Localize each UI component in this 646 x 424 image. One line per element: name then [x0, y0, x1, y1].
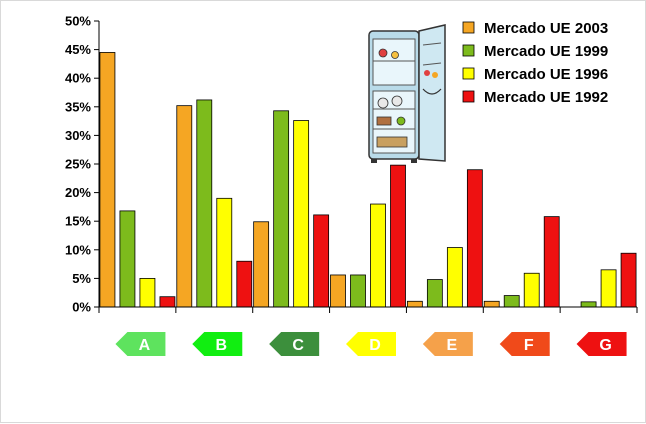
class-f-arrow: [499, 332, 550, 356]
bar-b-4: [236, 260, 253, 308]
bar-c-1: [253, 221, 270, 308]
legend-label: Mercado UE 1999: [484, 43, 608, 60]
class-b-arrow: [192, 332, 243, 356]
bar-e-1: [406, 300, 423, 308]
x-category-label: F: [524, 337, 534, 354]
bar-c-4: [313, 214, 330, 308]
bar-d-2: [350, 274, 366, 308]
legend-swatch: [462, 44, 475, 57]
bar-a-3: [139, 277, 156, 308]
bar-f-4: [543, 216, 560, 308]
bar-d-3: [370, 203, 386, 308]
legend-label: Mercado UE 2003: [484, 20, 608, 37]
y-tick-label: 50%: [65, 14, 91, 29]
bar-a-4: [159, 296, 176, 308]
bars: [99, 52, 637, 308]
x-category-label: B: [216, 337, 228, 354]
class-g-arrow: [576, 332, 627, 356]
y-tick-label: 20%: [65, 185, 91, 200]
bar-g-4: [620, 252, 637, 308]
legend-swatch: [462, 67, 475, 80]
bar-a-2: [119, 210, 136, 308]
y-tick-label: 15%: [65, 214, 91, 229]
class-c-arrow: [269, 332, 320, 356]
bar-f-3: [523, 272, 540, 308]
x-category-label: E: [447, 337, 458, 354]
bar-f-2: [503, 295, 520, 308]
y-tick-label: 10%: [65, 242, 91, 257]
bar-b-1: [176, 105, 193, 308]
bar-f-1: [483, 300, 500, 308]
bar-e-3: [446, 247, 463, 308]
legend-swatch: [462, 21, 475, 34]
y-tick-label: 45%: [65, 42, 91, 57]
category-labels: A B C D E F G: [115, 332, 627, 356]
bar-c-3: [293, 120, 310, 308]
y-tick-label: 35%: [65, 99, 91, 114]
bar-c-2: [273, 110, 290, 308]
bar-d-4: [390, 164, 406, 308]
y-tick-label: 5%: [72, 271, 91, 286]
bar-g-2: [580, 301, 597, 308]
bar-d-1: [330, 274, 346, 308]
class-d-arrow: [346, 332, 396, 356]
y-tick-label: 40%: [65, 71, 91, 86]
bar-e-4: [466, 169, 483, 308]
y-axis: 0% 5% 10% 15% 20% 25% 30% 35% 40% 45% 50%: [65, 14, 100, 315]
bar-g-3: [600, 269, 617, 308]
class-e-arrow: [422, 332, 473, 356]
x-axis: [98, 306, 638, 313]
class-a-arrow: [115, 332, 166, 356]
bar-e-2: [426, 279, 443, 308]
x-category-label: C: [292, 337, 304, 354]
legend: Mercado UE 2003 Mercado UE 1999 Mercado UE…: [462, 20, 608, 106]
x-category-label: D: [369, 337, 381, 354]
y-tick-label: 25%: [65, 157, 91, 172]
x-category-label: G: [599, 337, 611, 354]
x-category-label: A: [139, 337, 151, 354]
legend-label: Mercado UE 1996: [484, 66, 608, 83]
y-tick-label: 0%: [72, 300, 91, 315]
y-tick-label: 30%: [65, 128, 91, 143]
bar-a-1: [99, 52, 116, 308]
bar-b-2: [196, 99, 213, 308]
refrigerator-icon: [368, 24, 446, 163]
bar-b-3: [216, 197, 233, 308]
legend-label: Mercado UE 1992: [484, 89, 608, 106]
legend-swatch: [462, 90, 475, 103]
